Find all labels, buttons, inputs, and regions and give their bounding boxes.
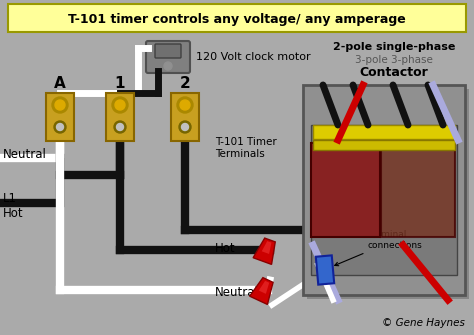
Text: Contactor: Contactor [360,67,428,79]
Circle shape [112,97,128,113]
Circle shape [117,124,124,131]
FancyBboxPatch shape [311,143,380,237]
Text: A: A [54,76,66,91]
Polygon shape [253,238,275,264]
Text: T-101 timer controls any voltage/ any amperage: T-101 timer controls any voltage/ any am… [68,12,406,25]
Circle shape [182,124,189,131]
Text: Hot: Hot [215,242,236,255]
Text: T-101 Timer
Terminals: T-101 Timer Terminals [215,137,277,159]
Text: 2: 2 [180,76,191,91]
Text: Neutral: Neutral [3,148,47,161]
Circle shape [115,100,125,110]
Text: © Gene Haynes: © Gene Haynes [382,318,465,328]
Text: L1
Hot: L1 Hot [3,192,24,220]
FancyBboxPatch shape [303,85,465,295]
FancyBboxPatch shape [106,93,134,141]
Text: 2-pole single-phase: 2-pole single-phase [333,42,455,52]
Polygon shape [250,278,273,305]
Circle shape [55,100,65,110]
Polygon shape [259,281,269,294]
Circle shape [179,121,191,133]
FancyBboxPatch shape [46,93,74,141]
Circle shape [177,97,193,113]
Circle shape [180,100,190,110]
FancyBboxPatch shape [307,89,469,299]
Circle shape [114,121,126,133]
Circle shape [56,124,64,131]
Text: 1: 1 [115,76,125,91]
FancyBboxPatch shape [381,143,455,237]
FancyBboxPatch shape [313,140,455,150]
FancyBboxPatch shape [155,44,181,58]
Circle shape [164,62,172,70]
Text: Neutral: Neutral [215,286,259,299]
Text: Terminal
connections: Terminal connections [335,230,423,266]
FancyBboxPatch shape [171,93,199,141]
Polygon shape [262,241,272,254]
FancyBboxPatch shape [146,41,190,73]
Circle shape [54,121,66,133]
FancyBboxPatch shape [311,125,457,275]
Circle shape [52,97,68,113]
FancyBboxPatch shape [8,4,466,32]
Text: 120 Volt clock motor: 120 Volt clock motor [196,52,310,62]
FancyBboxPatch shape [313,125,455,139]
Polygon shape [316,255,334,285]
Text: 3-pole 3-phase: 3-pole 3-phase [355,55,433,65]
